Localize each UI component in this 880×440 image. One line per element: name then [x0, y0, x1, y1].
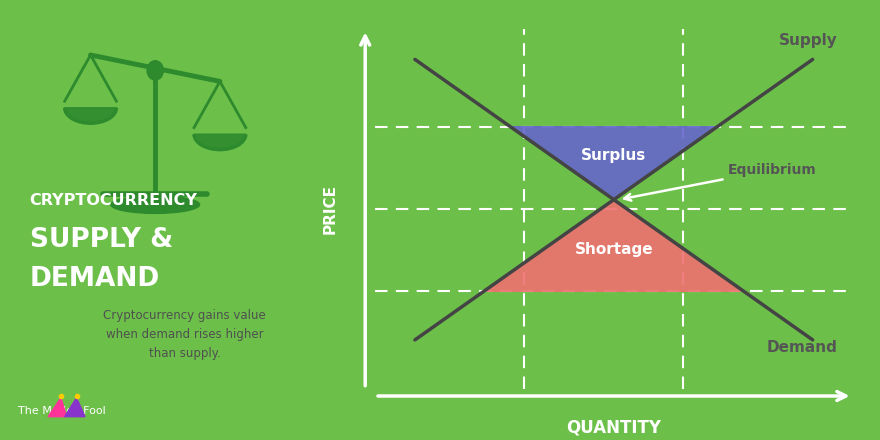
Text: CRYPTOCURRENCY: CRYPTOCURRENCY — [30, 193, 197, 208]
Text: Cryptocurrency gains value
when demand rises higher
than supply.: Cryptocurrency gains value when demand r… — [104, 309, 266, 360]
Text: SUPPLY &: SUPPLY & — [30, 227, 172, 253]
Polygon shape — [48, 398, 67, 417]
Text: Surplus: Surplus — [581, 148, 647, 163]
Text: Equilibrium: Equilibrium — [624, 163, 817, 201]
Polygon shape — [484, 200, 744, 291]
Ellipse shape — [111, 196, 200, 213]
Text: Shortage: Shortage — [575, 242, 653, 257]
Polygon shape — [65, 108, 116, 123]
Text: Supply: Supply — [779, 33, 838, 48]
Polygon shape — [65, 398, 85, 417]
Polygon shape — [510, 127, 717, 200]
Polygon shape — [194, 134, 246, 150]
Text: DEMAND: DEMAND — [30, 266, 160, 293]
Text: QUANTITY: QUANTITY — [567, 419, 661, 437]
Text: PRICE: PRICE — [323, 184, 338, 234]
Circle shape — [147, 61, 164, 80]
Text: Demand: Demand — [766, 340, 838, 355]
Text: The Motley Fool: The Motley Fool — [18, 407, 106, 416]
